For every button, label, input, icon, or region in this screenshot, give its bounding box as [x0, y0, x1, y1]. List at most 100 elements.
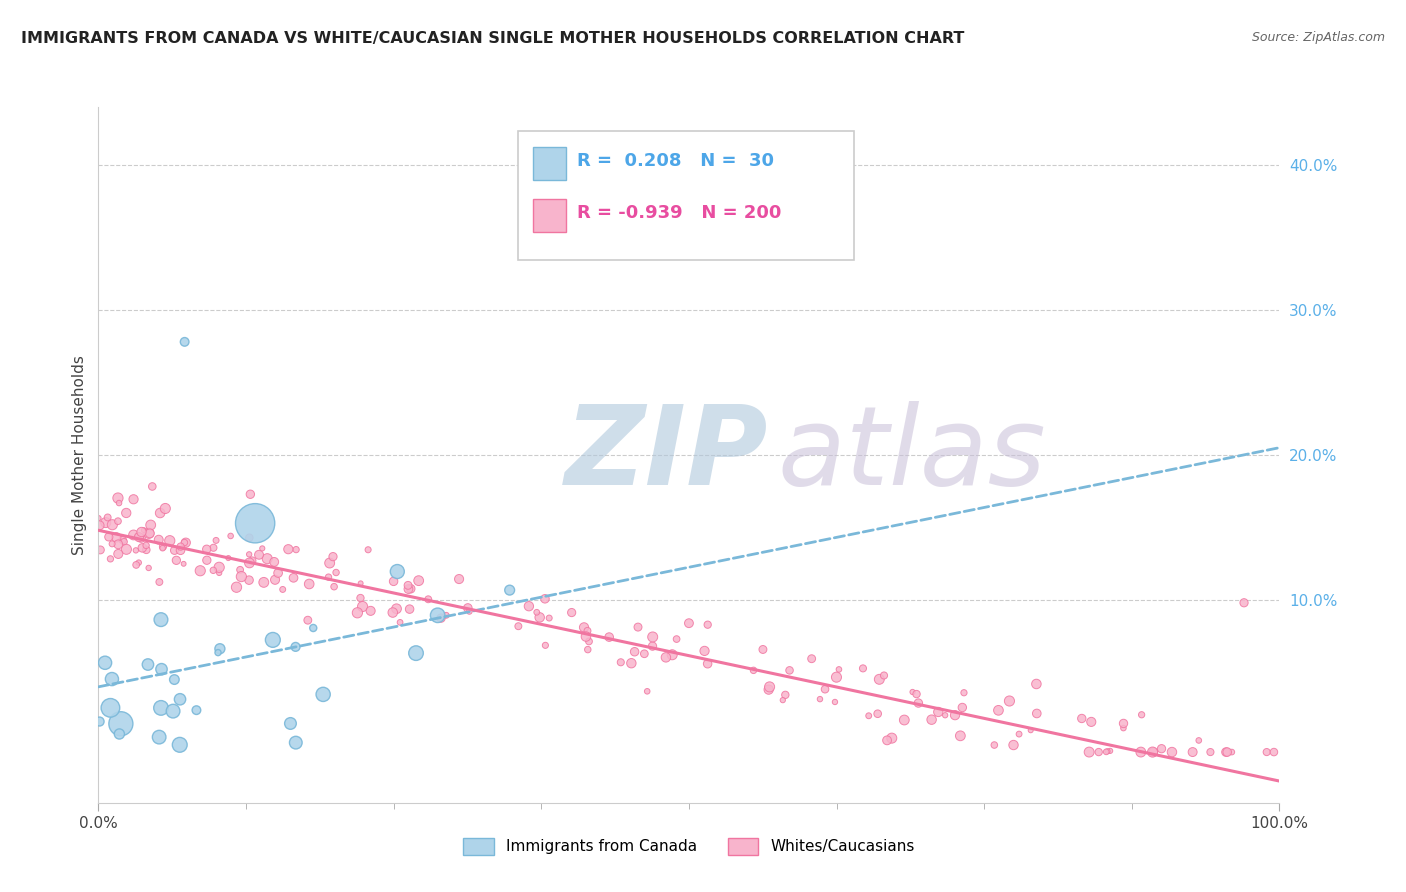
Text: atlas: atlas — [778, 401, 1046, 508]
Point — [202, 563, 225, 577]
Point — [322, 549, 344, 564]
Point — [217, 551, 239, 566]
FancyBboxPatch shape — [517, 131, 855, 260]
Point — [696, 617, 718, 632]
Point — [283, 571, 305, 585]
Point — [1188, 733, 1211, 747]
Point — [949, 729, 972, 743]
Text: R = -0.939   N = 200: R = -0.939 N = 200 — [576, 204, 782, 222]
Point — [264, 573, 287, 587]
Point — [149, 506, 172, 520]
Text: ZIP: ZIP — [565, 401, 769, 508]
Point — [208, 566, 231, 580]
Point — [498, 583, 520, 598]
Point — [101, 672, 124, 686]
Point — [1080, 714, 1102, 729]
Point — [312, 687, 335, 701]
Point — [89, 714, 111, 729]
Point — [1263, 745, 1285, 759]
Point — [129, 531, 152, 545]
Point — [1215, 745, 1237, 759]
Point — [284, 640, 307, 654]
Y-axis label: Single Mother Households: Single Mother Households — [72, 355, 87, 555]
Point — [100, 701, 122, 715]
Point — [188, 564, 211, 578]
Point — [89, 518, 111, 533]
Point — [186, 703, 208, 717]
Point — [298, 577, 321, 591]
Point — [534, 638, 557, 652]
Point — [610, 655, 633, 669]
Point — [135, 542, 157, 557]
Point — [238, 556, 260, 570]
Point — [297, 613, 319, 627]
Point — [873, 668, 896, 682]
Point — [149, 613, 172, 627]
Point — [950, 700, 973, 714]
Point — [1112, 721, 1135, 735]
Point — [385, 601, 408, 615]
Point — [1070, 711, 1092, 725]
Point — [108, 727, 131, 741]
Point — [876, 733, 898, 747]
Point — [1112, 716, 1135, 731]
Point — [517, 599, 540, 614]
Point — [1150, 741, 1173, 756]
Point — [934, 708, 956, 723]
Point — [195, 542, 218, 557]
Point — [381, 606, 404, 620]
Point — [907, 696, 929, 710]
Point — [1099, 744, 1122, 758]
Point — [239, 487, 262, 501]
Point — [111, 533, 134, 547]
Point — [775, 688, 797, 702]
Point — [430, 611, 453, 625]
Point — [1095, 745, 1118, 759]
Point — [169, 692, 191, 706]
Point — [538, 611, 561, 625]
Point — [575, 630, 598, 644]
Point — [263, 555, 285, 569]
Point — [138, 561, 160, 575]
Point — [284, 736, 307, 750]
Point — [1019, 723, 1042, 738]
Point — [633, 647, 655, 661]
Point — [122, 528, 145, 542]
Point — [576, 624, 599, 638]
Point — [360, 604, 382, 618]
Point — [866, 706, 889, 721]
Point — [396, 582, 419, 596]
Point — [205, 533, 228, 548]
Point — [998, 694, 1021, 708]
Point — [1087, 745, 1109, 759]
Point — [561, 606, 583, 620]
Point — [396, 578, 419, 592]
Point — [350, 576, 373, 591]
Point — [1256, 745, 1278, 759]
Point — [655, 650, 678, 665]
Point — [128, 530, 150, 544]
Point — [139, 526, 162, 541]
Point — [824, 695, 846, 709]
Point — [357, 542, 380, 557]
Point — [1181, 745, 1204, 759]
Point — [277, 542, 299, 557]
Point — [219, 529, 242, 543]
Text: IMMIGRANTS FROM CANADA VS WHITE/CAUCASIAN SINGLE MOTHER HOUSEHOLDS CORRELATION C: IMMIGRANTS FROM CANADA VS WHITE/CAUCASIA… — [21, 31, 965, 46]
Point — [150, 701, 173, 715]
FancyBboxPatch shape — [533, 146, 567, 180]
Point — [169, 738, 191, 752]
Point — [508, 619, 530, 633]
Point — [825, 670, 848, 684]
Point — [758, 682, 780, 697]
Point — [399, 582, 422, 596]
Point — [983, 738, 1005, 752]
Point — [1008, 727, 1031, 741]
Point — [636, 684, 658, 698]
Point — [231, 569, 253, 583]
Point — [620, 657, 643, 671]
Point — [141, 479, 163, 493]
Point — [195, 553, 218, 567]
Point — [572, 620, 595, 634]
Point — [208, 560, 231, 574]
